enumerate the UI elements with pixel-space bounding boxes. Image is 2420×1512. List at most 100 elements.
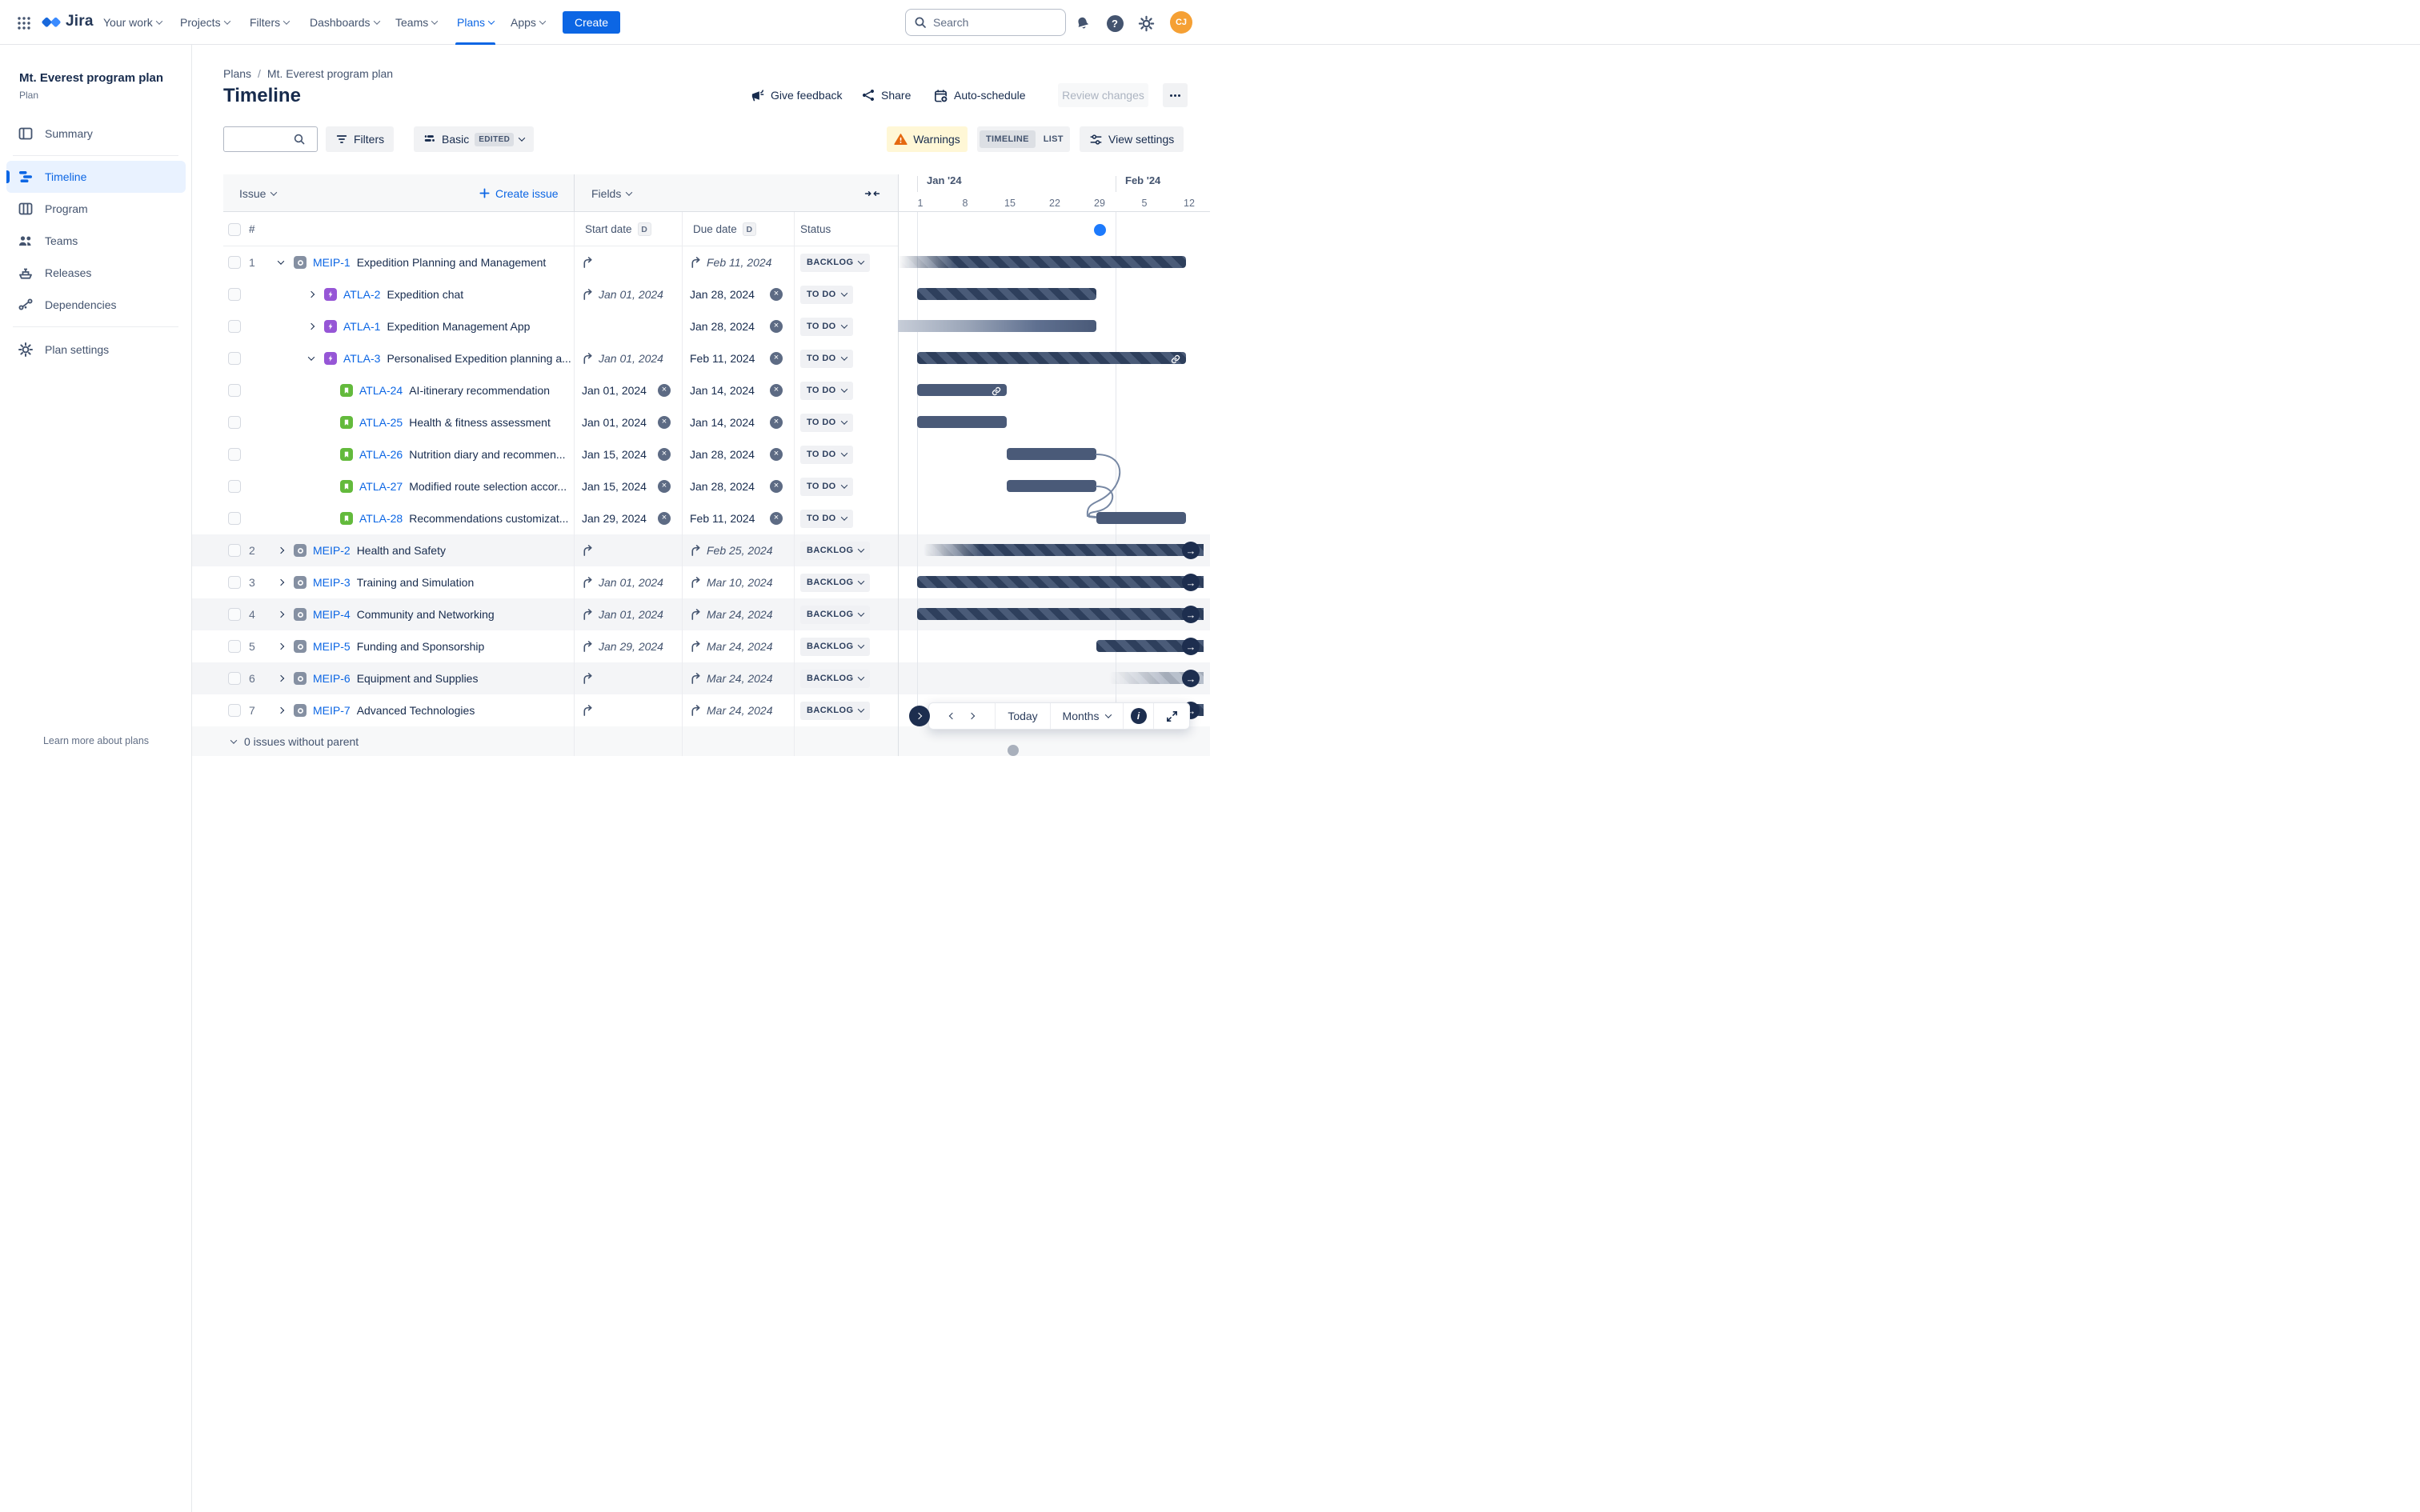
start-date-cell[interactable] — [574, 534, 682, 566]
help-icon[interactable]: ? — [1105, 14, 1124, 33]
row-checkbox[interactable] — [228, 256, 241, 269]
status-dropdown[interactable]: TO DO — [800, 285, 853, 304]
start-date-cell[interactable] — [574, 310, 682, 342]
horizontal-scroll-indicator[interactable] — [1008, 745, 1019, 756]
breadcrumb-plans[interactable]: Plans — [223, 67, 252, 80]
learn-more-link[interactable]: Learn more about plans — [42, 735, 150, 746]
issue-summary[interactable]: Recommendations customizat... — [409, 512, 569, 525]
due-date-cell[interactable]: Jan 28, 2024 × — [682, 278, 794, 310]
status-dropdown[interactable]: BACKLOG — [800, 541, 871, 560]
issue-row-MEIP-5[interactable]: 5 MEIP-5 Funding and Sponsorship Jan 29, 20… — [192, 630, 1210, 662]
today-button[interactable]: Today — [996, 703, 1051, 729]
status-dropdown[interactable]: TO DO — [800, 381, 853, 400]
status-dropdown[interactable]: TO DO — [800, 413, 853, 432]
expand-table-button[interactable] — [909, 706, 930, 726]
auto-schedule-button[interactable]: Auto-schedule — [933, 83, 1026, 107]
row-checkbox[interactable] — [228, 448, 241, 461]
status-dropdown[interactable]: BACKLOG — [800, 573, 871, 592]
row-checkbox[interactable] — [228, 672, 241, 685]
sidebar-item-dependencies[interactable]: Dependencies — [6, 289, 186, 321]
nav-item-projects[interactable]: Projects — [180, 0, 230, 45]
gantt-bar-MEIP-6[interactable] — [1109, 672, 1204, 684]
expand-toggle[interactable] — [305, 352, 318, 365]
status-dropdown[interactable]: BACKLOG — [800, 669, 871, 688]
issue-row-ATLA-27[interactable]: ATLA-27 Modified route selection accor...… — [192, 470, 1210, 502]
bar-overflow-arrow[interactable]: → — [1182, 574, 1200, 591]
due-date-cell[interactable]: Mar 24, 2024 — [682, 694, 794, 726]
issue-key-link[interactable]: MEIP-2 — [313, 544, 351, 557]
start-date-cell[interactable]: Jan 15, 2024 × — [574, 438, 682, 470]
breadcrumb-plan-name[interactable]: Mt. Everest program plan — [266, 67, 394, 80]
row-checkbox[interactable] — [228, 480, 241, 493]
gantt-bar-MEIP-3[interactable] — [917, 576, 1204, 588]
nav-item-filters[interactable]: Filters — [250, 0, 290, 45]
sidebar-item-teams[interactable]: Teams — [6, 225, 186, 257]
status-dropdown[interactable]: TO DO — [800, 317, 853, 336]
clear-date-button[interactable]: × — [770, 352, 783, 365]
status-dropdown[interactable]: BACKLOG — [800, 605, 871, 624]
status-dropdown[interactable]: BACKLOG — [800, 253, 871, 272]
due-date-cell[interactable]: Jan 28, 2024 × — [682, 310, 794, 342]
issue-summary[interactable]: Advanced Technologies — [356, 704, 475, 717]
expand-toggle[interactable] — [274, 576, 287, 589]
due-date-cell[interactable]: Feb 11, 2024 × — [682, 502, 794, 534]
start-date-cell[interactable]: Jan 01, 2024 × — [574, 374, 682, 406]
issue-summary[interactable]: Funding and Sponsorship — [356, 640, 485, 653]
issue-summary[interactable]: Expedition Management App — [387, 320, 531, 333]
gantt-bar-MEIP-2[interactable] — [924, 544, 1204, 556]
row-checkbox[interactable] — [228, 288, 241, 301]
expand-toggle[interactable] — [274, 608, 287, 621]
start-date-cell[interactable] — [574, 662, 682, 694]
clear-date-button[interactable]: × — [770, 480, 783, 493]
expand-toggle[interactable] — [305, 288, 318, 301]
collapse-fields-button[interactable] — [863, 174, 881, 212]
issue-row-ATLA-3[interactable]: ATLA-3 Personalised Expedition planning a… — [192, 342, 1210, 374]
clear-date-button[interactable]: × — [770, 288, 783, 301]
due-date-cell[interactable]: Mar 24, 2024 — [682, 662, 794, 694]
global-search-input[interactable] — [933, 16, 1045, 29]
due-date-cell[interactable]: Feb 11, 2024 × — [682, 342, 794, 374]
issue-column-menu[interactable]: Issue — [239, 174, 278, 212]
clear-date-button[interactable]: × — [770, 320, 783, 333]
row-checkbox[interactable] — [228, 576, 241, 589]
more-actions-button[interactable] — [1163, 83, 1188, 107]
expand-toggle[interactable] — [274, 672, 287, 685]
status-dropdown[interactable]: BACKLOG — [800, 637, 871, 656]
create-issue-button[interactable]: Create issue — [479, 174, 559, 212]
due-date-cell[interactable]: Jan 28, 2024 × — [682, 470, 794, 502]
issue-row-ATLA-28[interactable]: ATLA-28 Recommendations customizat... Jan … — [192, 502, 1210, 534]
nav-item-plans[interactable]: Plans — [455, 0, 496, 45]
issue-key-link[interactable]: MEIP-7 — [313, 704, 351, 717]
start-date-cell[interactable]: Jan 15, 2024 × — [574, 470, 682, 502]
clear-date-button[interactable]: × — [770, 512, 783, 525]
issue-key-link[interactable]: MEIP-3 — [313, 576, 351, 589]
issue-row-MEIP-2[interactable]: 2 MEIP-2 Health and Safety Feb 25, 2024 BACK… — [192, 534, 1210, 566]
expand-toggle[interactable] — [274, 256, 287, 269]
start-date-cell[interactable]: Jan 01, 2024 — [574, 598, 682, 630]
sidebar-item-releases[interactable]: Releases — [6, 257, 186, 289]
row-checkbox[interactable] — [228, 352, 241, 365]
gantt-bar-ATLA-27[interactable] — [1007, 480, 1096, 492]
due-date-cell[interactable]: Mar 24, 2024 — [682, 630, 794, 662]
view-mode-dropdown[interactable]: Basic EDITED — [414, 126, 535, 152]
issue-summary[interactable]: Health and Safety — [356, 544, 446, 557]
start-date-cell[interactable]: Jan 29, 2024 — [574, 630, 682, 662]
expand-toggle[interactable] — [305, 320, 318, 333]
status-dropdown[interactable]: BACKLOG — [800, 701, 871, 720]
start-date-cell[interactable]: Jan 01, 2024 × — [574, 406, 682, 438]
start-date-cell[interactable]: Jan 29, 2024 × — [574, 502, 682, 534]
give-feedback-button[interactable]: Give feedback — [750, 83, 843, 107]
start-date-cell[interactable]: Jan 01, 2024 — [574, 342, 682, 374]
app-switcher-icon[interactable] — [14, 14, 34, 33]
clear-date-button[interactable]: × — [658, 416, 671, 429]
nav-item-teams[interactable]: Teams — [395, 0, 439, 45]
due-date-cell[interactable]: Mar 10, 2024 — [682, 566, 794, 598]
issue-summary[interactable]: Personalised Expedition planning a... — [387, 352, 571, 365]
issue-row-MEIP-3[interactable]: 3 MEIP-3 Training and Simulation Jan 01, 20… — [192, 566, 1210, 598]
status-dropdown[interactable]: TO DO — [800, 445, 853, 464]
due-date-header[interactable]: Due date D — [693, 212, 756, 246]
sidebar-item-plan-settings[interactable]: Plan settings — [6, 334, 186, 366]
scroll-left-button[interactable] — [948, 712, 956, 720]
row-checkbox[interactable] — [228, 416, 241, 429]
issue-summary[interactable]: Health & fitness assessment — [409, 416, 551, 429]
